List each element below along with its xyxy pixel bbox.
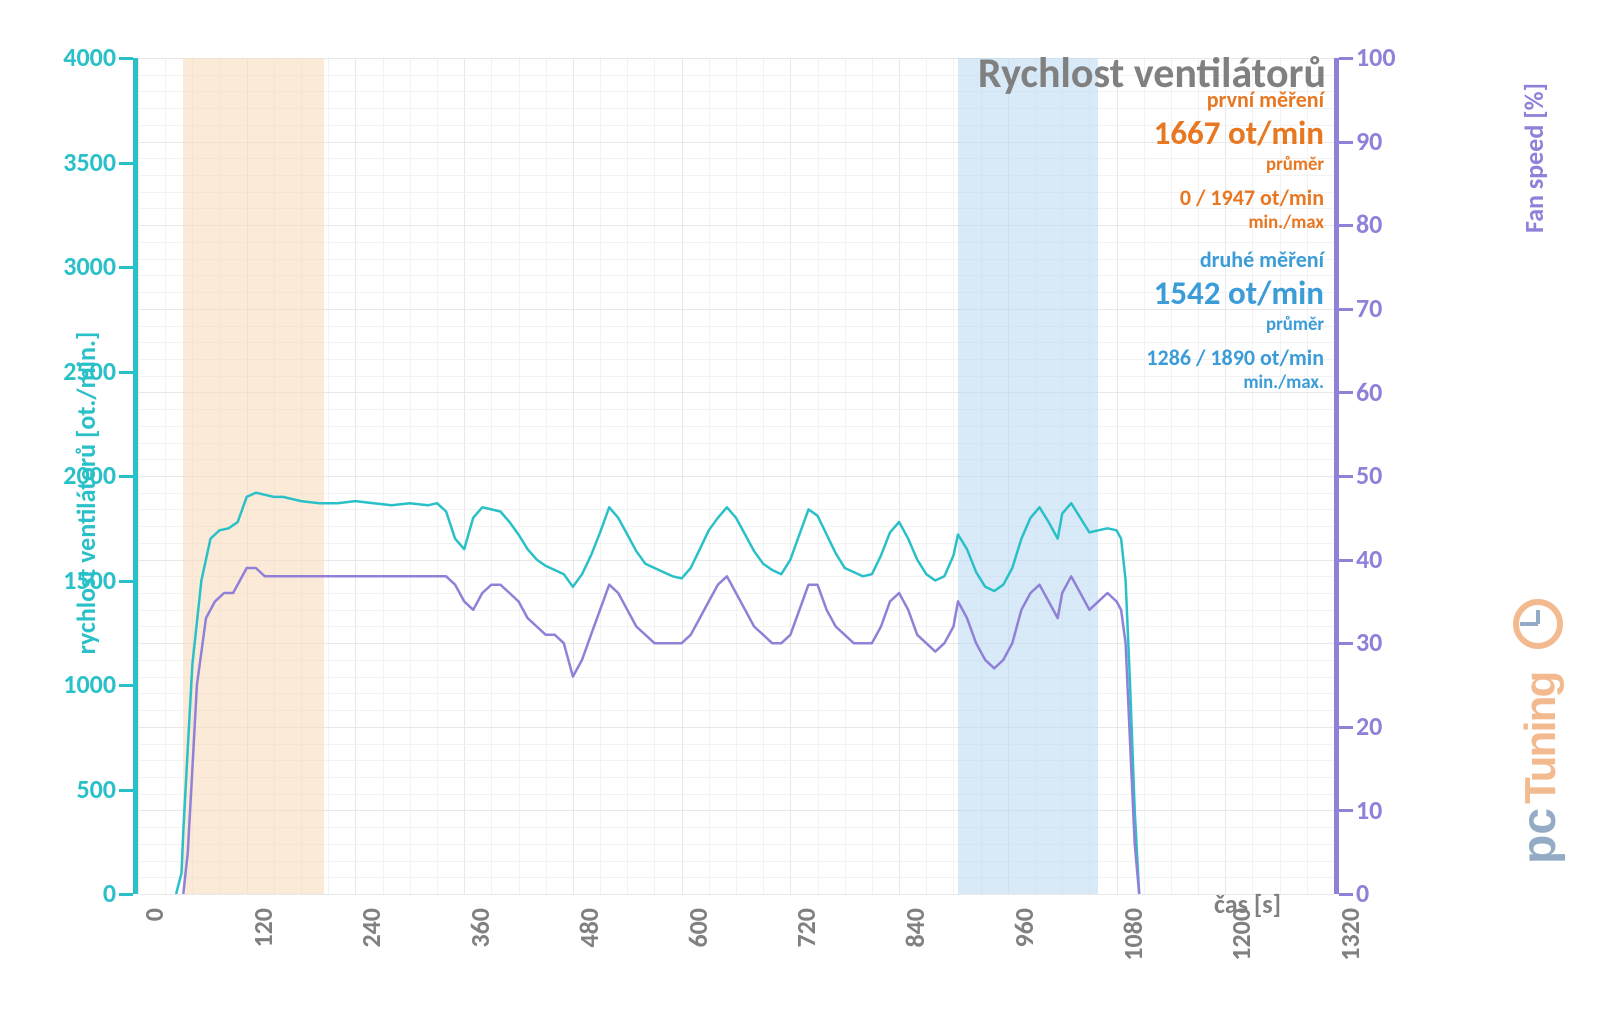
y-left-tick: 1500 bbox=[63, 564, 116, 596]
y-right-tick: 20 bbox=[1356, 710, 1382, 742]
x-tick: 1080 bbox=[1117, 908, 1149, 978]
stats-minmax-label: min./max. bbox=[1146, 371, 1324, 394]
y-right-tick: 50 bbox=[1356, 459, 1382, 491]
stats-avg-label: průměr bbox=[1154, 153, 1324, 176]
svg-text:Tuning: Tuning bbox=[1516, 673, 1565, 804]
x-tick: 1320 bbox=[1334, 908, 1366, 978]
x-tick: 1200 bbox=[1225, 908, 1257, 978]
series-rpm bbox=[176, 493, 1139, 894]
y-left-tick: 3000 bbox=[63, 250, 116, 282]
x-tick: 0 bbox=[138, 908, 170, 978]
y-right-tick: 80 bbox=[1356, 208, 1382, 240]
x-tick: 360 bbox=[464, 908, 496, 978]
stats-avg-label: průměr bbox=[1146, 313, 1324, 336]
y-left-tick: 4000 bbox=[63, 41, 116, 73]
x-tick: 720 bbox=[790, 908, 822, 978]
chart-container: Rychlost ventilátorů rychlost ventilátor… bbox=[20, 20, 1580, 989]
y-left-tick: 1000 bbox=[63, 668, 116, 700]
y-right-tick: 30 bbox=[1356, 626, 1382, 658]
y-left-tick: 0 bbox=[103, 877, 116, 909]
stats-label: druhé měření bbox=[1146, 246, 1324, 273]
y-axis-right-bar bbox=[1334, 58, 1339, 894]
stats-block-first: první měření 1667 ot/min průměr 0 / 1947… bbox=[1154, 86, 1324, 234]
y-right-tick: 10 bbox=[1356, 794, 1382, 826]
y-right-tick: 0 bbox=[1356, 877, 1369, 909]
x-tick: 120 bbox=[247, 908, 279, 978]
y-right-tick: 70 bbox=[1356, 292, 1382, 324]
series-percent bbox=[183, 568, 1139, 894]
svg-text:pc: pc bbox=[1513, 808, 1566, 864]
x-tick: 240 bbox=[355, 908, 387, 978]
x-tick: 600 bbox=[682, 908, 714, 978]
stats-minmax-label: min./max bbox=[1154, 211, 1324, 234]
stats-minmax-value: 1286 / 1890 ot/min bbox=[1146, 344, 1324, 371]
stats-avg-value: 1667 ot/min bbox=[1154, 113, 1324, 153]
stats-block-second: druhé měření 1542 ot/min průměr 1286 / 1… bbox=[1146, 246, 1324, 394]
y-left-tick: 500 bbox=[76, 773, 116, 805]
y-axis-left-bar bbox=[133, 58, 138, 894]
stats-avg-value: 1542 ot/min bbox=[1146, 273, 1324, 313]
y-right-tick: 90 bbox=[1356, 125, 1382, 157]
y-left-tick: 2000 bbox=[63, 459, 116, 491]
y-left-tick: 2500 bbox=[63, 355, 116, 387]
x-tick: 840 bbox=[899, 908, 931, 978]
y-right-tick: 100 bbox=[1356, 41, 1396, 73]
stats-minmax-value: 0 / 1947 ot/min bbox=[1154, 184, 1324, 211]
x-tick: 960 bbox=[1008, 908, 1040, 978]
stats-label: první měření bbox=[1154, 86, 1324, 113]
y-axis-right-label: Fan speed [%] bbox=[1518, 83, 1550, 233]
y-left-tick: 3500 bbox=[63, 146, 116, 178]
watermark-logo: pc Tuning bbox=[1510, 584, 1580, 869]
x-tick: 480 bbox=[573, 908, 605, 978]
y-right-tick: 40 bbox=[1356, 543, 1382, 575]
y-right-tick: 60 bbox=[1356, 376, 1382, 408]
